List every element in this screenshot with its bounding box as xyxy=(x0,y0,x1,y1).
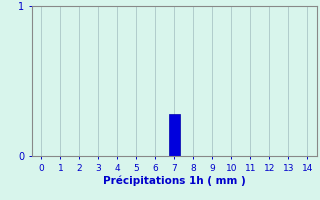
X-axis label: Précipitations 1h ( mm ): Précipitations 1h ( mm ) xyxy=(103,175,246,186)
Bar xyxy=(169,114,180,156)
